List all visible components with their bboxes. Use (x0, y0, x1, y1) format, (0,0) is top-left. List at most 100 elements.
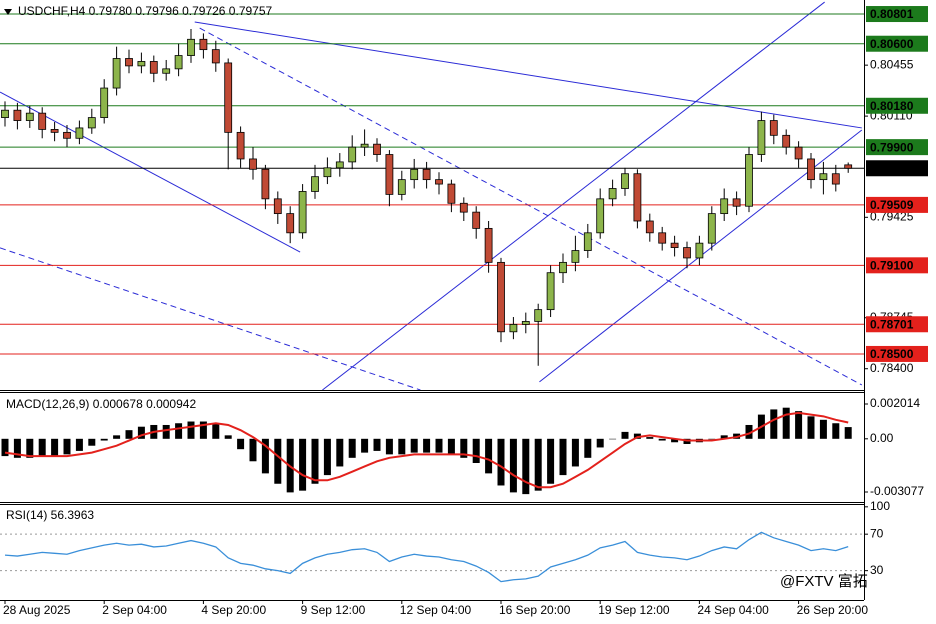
macd-bar (447, 438, 455, 455)
candles (1, 28, 853, 366)
level-label: 0.78701 (870, 317, 914, 331)
candle-body (348, 146, 357, 163)
level-label: 0.78500 (870, 347, 914, 361)
macd-bar (274, 438, 282, 484)
candle-body (75, 127, 84, 139)
macd-bar (162, 424, 170, 439)
macd-bar (509, 438, 517, 493)
signal-line (4, 411, 849, 489)
candle-body (484, 227, 493, 263)
candle-body (373, 143, 381, 155)
candle-body (199, 38, 208, 51)
candle-body (261, 168, 270, 200)
candle-body (63, 131, 71, 139)
level-box (866, 139, 928, 156)
rsi-panel: 100 70 30 (0, 499, 890, 583)
level-label: 0.79100 (870, 258, 914, 272)
y-tick-label: 0.00 (870, 431, 894, 445)
candle-body (720, 198, 729, 215)
macd-bar (113, 435, 121, 439)
candle-body (286, 213, 295, 234)
macd-bar (547, 438, 555, 484)
macd-bar (125, 430, 133, 439)
levels (0, 13, 864, 355)
level-box (866, 196, 928, 213)
y-tick-label: 100 (870, 499, 890, 513)
level-label: 0.79757 (870, 161, 914, 175)
candle-body (807, 158, 815, 181)
x-tick-label: 12 Sep 04:00 (400, 603, 472, 617)
candle-body (559, 261, 567, 274)
candle-body (769, 120, 778, 136)
candle-body (13, 109, 22, 121)
y-tick-label: 0.002014 (870, 396, 920, 410)
macd-bar (720, 435, 728, 439)
macd-bar (423, 438, 431, 453)
macd-bar (13, 438, 21, 458)
x-tick-label: 9 Sep 12:00 (301, 603, 366, 617)
level-box (866, 97, 928, 114)
macd-bar (472, 438, 480, 464)
candle-body (844, 164, 853, 169)
candle-body (695, 242, 704, 259)
candle-body (87, 117, 96, 129)
candle-body (100, 87, 109, 118)
candle-body (273, 198, 282, 215)
x-tick-label: 24 Sep 04:00 (697, 603, 769, 617)
candle-body (311, 176, 319, 192)
macd-bar (819, 419, 827, 439)
level-box (866, 345, 928, 362)
macd-bar (708, 438, 716, 440)
candle-body (298, 191, 307, 234)
level-box (866, 35, 928, 52)
candle-body (794, 146, 803, 160)
candle-body (683, 247, 691, 259)
macd-bar (137, 426, 145, 439)
candle-body (224, 62, 233, 133)
macd-bar (51, 438, 59, 457)
macd-bar (212, 423, 220, 439)
candle-body (162, 68, 171, 74)
candle-body (707, 213, 716, 244)
candle-body (732, 198, 741, 207)
macd-bar (311, 438, 319, 484)
y-tick-label: 0.79425 (870, 209, 914, 223)
macd-bar (26, 438, 34, 458)
candle-body (1, 109, 9, 118)
level-labels: 0.80801 0.80600 0.80180 0.79900 0.79757 0.795… (866, 6, 928, 362)
macd-bar (175, 423, 183, 439)
macd-bar (63, 438, 71, 455)
rsi-title: RSI(14) 56.3963 (6, 508, 94, 522)
candle-body (335, 161, 344, 169)
candle-body (645, 220, 654, 234)
candle-body (360, 143, 369, 148)
macd-bar (485, 438, 493, 474)
macd-panel: 0.002014 0.00 -0.003077 (1, 396, 924, 498)
menu-arrow (4, 9, 12, 15)
macd-bar (621, 431, 629, 439)
macd-bar (323, 438, 331, 476)
x-tick-label: 26 Sep 20:00 (797, 603, 869, 617)
y-tick-label: 0.78400 (870, 361, 914, 375)
macd-bar (373, 438, 381, 451)
macd-bar (1, 438, 9, 457)
candle-body (521, 321, 530, 325)
candle-body (819, 173, 828, 181)
candle-body (149, 61, 158, 74)
level-label: 0.80180 (870, 99, 914, 113)
macd-bar (224, 435, 232, 439)
macd-bar (832, 423, 840, 439)
macd-title: MACD(12,26,9) 0.000678 0.000942 (6, 397, 196, 411)
candle-body (633, 173, 642, 222)
level-label: 0.79509 (870, 198, 914, 212)
candle-body (459, 202, 468, 213)
macd-bar (782, 407, 790, 439)
macd-bar (571, 438, 579, 467)
macd-bar (100, 438, 108, 441)
trendline (194, 21, 862, 129)
watermark: @FXTV 富拓 (780, 572, 868, 590)
candle-body (831, 173, 840, 185)
